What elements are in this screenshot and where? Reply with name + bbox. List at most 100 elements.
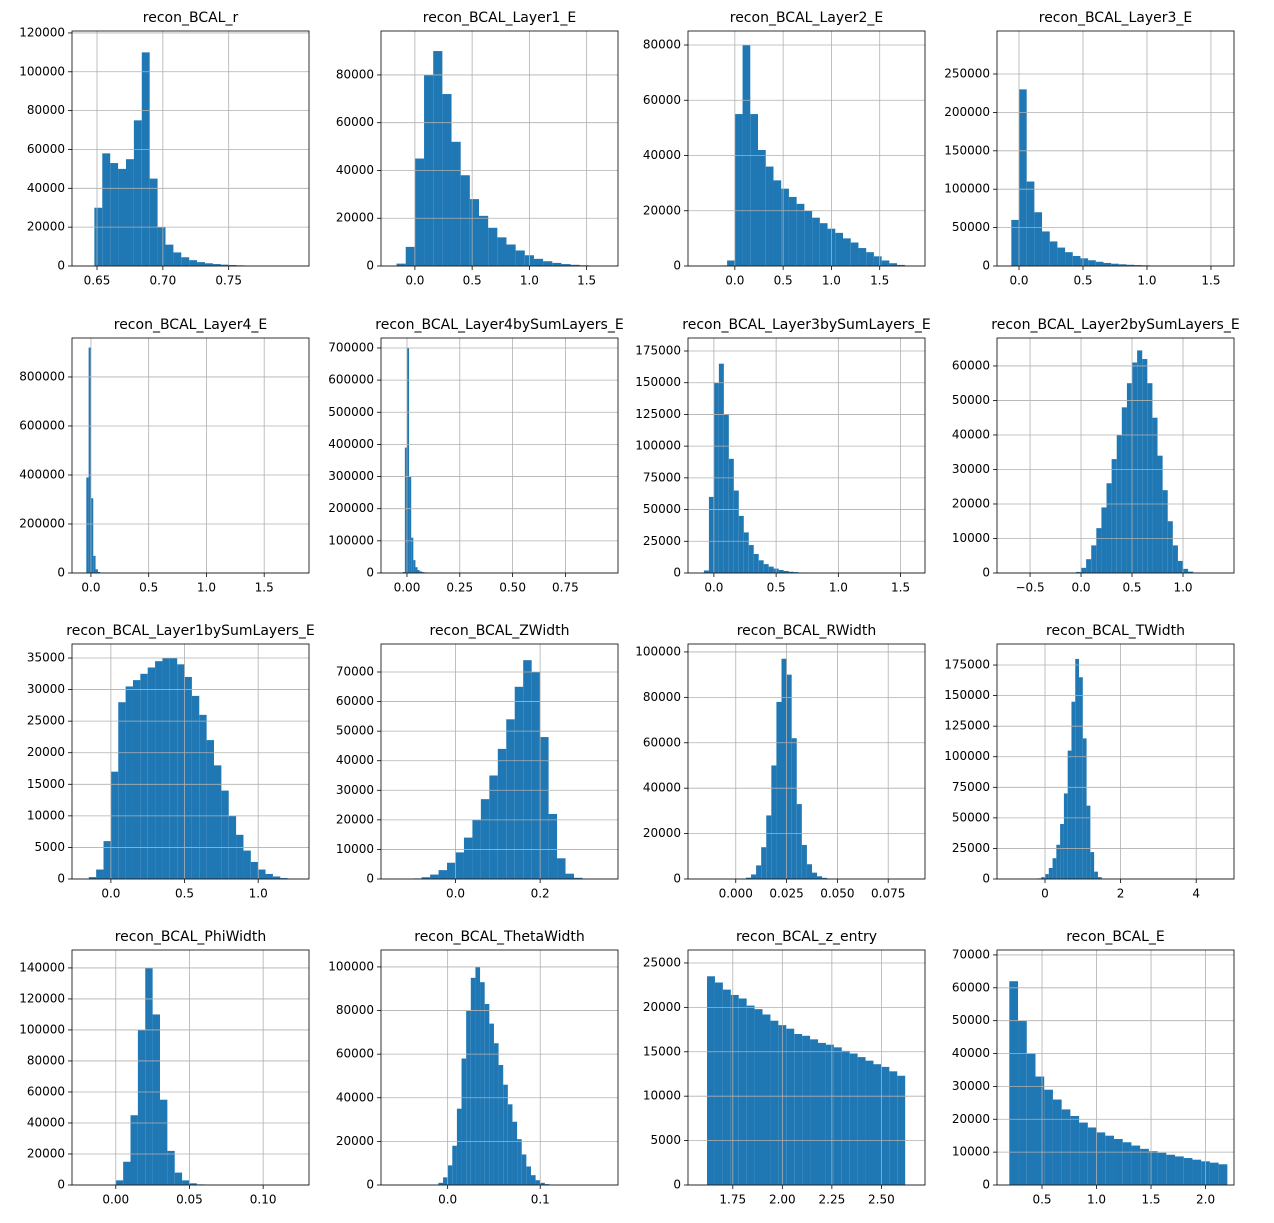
bar bbox=[503, 1085, 508, 1185]
bar bbox=[182, 1180, 189, 1185]
bar bbox=[1168, 521, 1173, 573]
y-tick-label: 0 bbox=[673, 872, 681, 886]
bar bbox=[715, 983, 723, 1185]
bar bbox=[409, 477, 411, 573]
chart-title: recon_BCAL_Layer4bySumLayers_E bbox=[375, 317, 623, 333]
bar bbox=[1105, 1136, 1114, 1185]
y-tick-label: 75000 bbox=[643, 470, 681, 484]
y-tick-label: 40000 bbox=[643, 148, 681, 162]
y-tick-label: 70000 bbox=[952, 947, 990, 961]
bar bbox=[251, 862, 258, 879]
y-tick-label: 80000 bbox=[27, 103, 65, 117]
bar bbox=[464, 838, 472, 879]
bar bbox=[1034, 212, 1042, 266]
y-tick-label: 20000 bbox=[27, 745, 65, 759]
chart-title: recon_BCAL_Layer4_E bbox=[114, 317, 268, 333]
y-tick-label: 20000 bbox=[643, 203, 681, 217]
y-tick-label: 0 bbox=[366, 259, 374, 273]
chart-title: recon_BCAL_Layer3_E bbox=[1039, 10, 1193, 26]
y-tick-label: 120000 bbox=[19, 25, 65, 39]
bar bbox=[181, 257, 189, 266]
bar bbox=[1088, 1127, 1097, 1185]
bar bbox=[481, 799, 489, 879]
axes-frame bbox=[72, 338, 309, 573]
bar bbox=[1075, 659, 1079, 879]
x-tick-label: 1.0 bbox=[829, 581, 848, 595]
bar bbox=[889, 263, 897, 266]
bar bbox=[96, 870, 103, 879]
x-tick-label: 0.50 bbox=[499, 581, 526, 595]
bar bbox=[807, 864, 812, 879]
y-tick-label: 70000 bbox=[336, 665, 374, 679]
bar bbox=[517, 1139, 522, 1185]
bar bbox=[1057, 248, 1065, 266]
x-tick-label: 2 bbox=[1117, 887, 1125, 901]
bar bbox=[1149, 1151, 1158, 1185]
bar bbox=[858, 248, 866, 266]
bar bbox=[734, 491, 739, 573]
x-tick-label: 0.00 bbox=[394, 581, 421, 595]
y-tick-label: 200000 bbox=[19, 516, 65, 530]
bar bbox=[1064, 793, 1068, 879]
y-tick-label: 0 bbox=[982, 872, 990, 886]
bar bbox=[540, 737, 548, 879]
bar bbox=[1192, 1160, 1201, 1185]
y-tick-label: 800000 bbox=[19, 369, 65, 383]
bar bbox=[1053, 1100, 1062, 1185]
x-tick-label: 0.75 bbox=[552, 581, 579, 595]
bar bbox=[461, 175, 470, 266]
bar bbox=[1056, 845, 1060, 879]
bar bbox=[1091, 545, 1096, 573]
bar bbox=[866, 252, 874, 266]
y-tick-label: 30000 bbox=[336, 783, 374, 797]
bar bbox=[769, 567, 774, 573]
y-tick-label: 10000 bbox=[952, 531, 990, 545]
bar bbox=[766, 167, 774, 266]
y-tick-label: 0 bbox=[57, 1178, 65, 1192]
x-tick-label: 0.5 bbox=[1032, 1193, 1051, 1207]
bar bbox=[802, 845, 807, 879]
bar bbox=[1087, 806, 1091, 879]
bar bbox=[1083, 738, 1087, 879]
bar bbox=[236, 835, 243, 879]
bar bbox=[1090, 852, 1094, 879]
bar bbox=[447, 863, 455, 879]
y-tick-label: 20000 bbox=[952, 496, 990, 510]
bar bbox=[1060, 824, 1064, 879]
y-tick-label: 30000 bbox=[27, 682, 65, 696]
x-tick-label: 1.75 bbox=[719, 1193, 746, 1207]
chart-title: recon_BCAL_Layer2_E bbox=[730, 10, 884, 26]
x-tick-label: 1.0 bbox=[520, 274, 539, 288]
y-tick-label: 175000 bbox=[635, 344, 681, 358]
y-tick-label: 100000 bbox=[635, 644, 681, 658]
x-tick-label: 0.0 bbox=[1071, 581, 1090, 595]
y-tick-label: 60000 bbox=[643, 735, 681, 749]
bar bbox=[797, 204, 805, 266]
x-tick-label: 0.0 bbox=[405, 274, 424, 288]
x-tick-label: 4 bbox=[1192, 887, 1200, 901]
y-tick-label: 60000 bbox=[27, 142, 65, 156]
bar bbox=[118, 702, 125, 879]
bar bbox=[123, 1162, 130, 1185]
y-tick-label: 125000 bbox=[635, 407, 681, 421]
y-tick-label: 100000 bbox=[328, 533, 374, 547]
y-tick-label: 15000 bbox=[643, 1044, 681, 1058]
y-tick-label: 50000 bbox=[952, 810, 990, 824]
chart-title: recon_BCAL_ThetaWidth bbox=[414, 929, 585, 945]
bar bbox=[536, 1180, 541, 1185]
bar bbox=[1166, 1155, 1175, 1185]
bar bbox=[770, 1021, 778, 1185]
bar bbox=[1122, 407, 1127, 573]
bar bbox=[413, 560, 415, 573]
x-tick-label: 1.0 bbox=[1087, 1193, 1106, 1207]
x-tick-label: −0.5 bbox=[1015, 581, 1044, 595]
y-tick-label: 150000 bbox=[635, 375, 681, 389]
bar bbox=[498, 749, 506, 879]
bar bbox=[1132, 363, 1137, 573]
axes-frame bbox=[688, 644, 925, 879]
y-tick-label: 250000 bbox=[944, 67, 990, 81]
bar bbox=[470, 199, 479, 266]
bar bbox=[817, 876, 822, 879]
y-tick-label: 175000 bbox=[944, 658, 990, 672]
y-tick-label: 0 bbox=[673, 259, 681, 273]
